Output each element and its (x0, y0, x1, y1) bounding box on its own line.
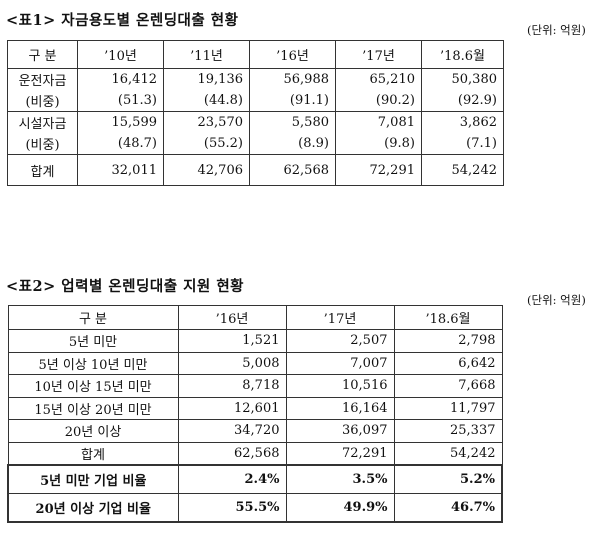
cell: 7,007 (285, 351, 395, 375)
cell: 49.9% (285, 493, 395, 523)
cell: (48.7) (77, 133, 164, 155)
table-row: 시설자금 15,599 23,570 5,580 7,081 3,862 (7, 111, 504, 133)
cell: 8,718 (177, 374, 287, 398)
row-label: 15년 이상 20년 미만 (7, 396, 179, 420)
row-label: 5년 미만 기업 비율 (7, 464, 179, 494)
column-header: ’18.6월 (393, 305, 503, 330)
cell: 10,516 (285, 374, 395, 398)
column-header: ’18.6월 (421, 40, 504, 69)
cell: 46.7% (393, 493, 503, 523)
column-header: ’10년 (77, 40, 164, 69)
cell: 16,412 (77, 68, 164, 90)
cell: (9.8) (335, 133, 422, 155)
row-label: 20년 이상 (7, 419, 179, 443)
row-label: 운전자금 (7, 68, 78, 90)
column-header: 구 분 (7, 305, 179, 330)
table-row-total: 합계 62,568 72,291 54,242 (7, 441, 503, 466)
cell: (51.3) (77, 90, 164, 112)
cell: 72,291 (335, 154, 422, 186)
row-label: 합계 (7, 154, 78, 186)
cell: 1,521 (177, 329, 287, 353)
cell: (7.1) (421, 133, 504, 155)
table-row-ratio: 5년 미만 기업 비율 2.4% 3.5% 5.2% (7, 464, 503, 494)
fund-usage-table: 구 분 ’10년 ’11년 ’16년 ’17년 ’18.6월 운전자금 16,4… (7, 40, 504, 186)
cell: 25,337 (393, 419, 503, 443)
cell: 23,570 (163, 111, 250, 133)
cell: 12,601 (177, 396, 287, 420)
table-row: 5년 이상 10년 미만 5,008 7,007 6,642 (7, 351, 503, 375)
row-label: 합계 (7, 441, 179, 466)
column-header: 구 분 (7, 40, 78, 69)
table-row: 5년 미만 1,521 2,507 2,798 (7, 329, 503, 353)
cell: (44.8) (163, 90, 250, 112)
business-age-table: 구 분 ’16년 ’17년 ’18.6월 5년 미만 1,521 2,507 2… (7, 305, 503, 523)
table-header-row: 구 분 ’10년 ’11년 ’16년 ’17년 ’18.6월 (7, 40, 504, 69)
table-row: 20년 이상 34,720 36,097 25,337 (7, 419, 503, 443)
table1-unit: (단위: 억원) (527, 23, 586, 37)
cell: 5.2% (393, 464, 503, 494)
cell: 2,798 (393, 329, 503, 353)
cell: 62,568 (249, 154, 336, 186)
table-row: (비중) (48.7) (55.2) (8.9) (9.8) (7.1) (7, 133, 504, 155)
row-label: 20년 이상 기업 비율 (7, 493, 179, 523)
row-label: 10년 이상 15년 미만 (7, 374, 179, 398)
row-label: 5년 미만 (7, 329, 179, 353)
cell: (55.2) (163, 133, 250, 155)
cell: 16,164 (285, 396, 395, 420)
cell: 3,862 (421, 111, 504, 133)
cell: 3.5% (285, 464, 395, 494)
cell: 11,797 (393, 396, 503, 420)
cell: 2,507 (285, 329, 395, 353)
column-header: ’11년 (163, 40, 250, 69)
cell: 5,580 (249, 111, 336, 133)
table2-unit: (단위: 억원) (527, 293, 586, 307)
table-row: (비중) (51.3) (44.8) (91.1) (90.2) (92.9) (7, 90, 504, 112)
cell: 34,720 (177, 419, 287, 443)
column-header: ’17년 (285, 305, 395, 330)
cell: 50,380 (421, 68, 504, 90)
cell: 62,568 (177, 441, 287, 466)
cell: 2.4% (177, 464, 287, 494)
row-label: 시설자금 (7, 111, 78, 133)
cell: 55.5% (177, 493, 287, 523)
cell: (91.1) (249, 90, 336, 112)
cell: 6,642 (393, 351, 503, 375)
cell: 36,097 (285, 419, 395, 443)
cell: 7,668 (393, 374, 503, 398)
row-label: (비중) (7, 133, 78, 155)
cell: 42,706 (163, 154, 250, 186)
table-row: 운전자금 16,412 19,136 56,988 65,210 50,380 (7, 68, 504, 90)
column-header: ’16년 (249, 40, 336, 69)
table-row-ratio: 20년 이상 기업 비율 55.5% 49.9% 46.7% (7, 493, 503, 523)
cell: (92.9) (421, 90, 504, 112)
cell: 15,599 (77, 111, 164, 133)
table-row: 15년 이상 20년 미만 12,601 16,164 11,797 (7, 396, 503, 420)
table-row: 10년 이상 15년 미만 8,718 10,516 7,668 (7, 374, 503, 398)
cell: 54,242 (393, 441, 503, 466)
cell: 32,011 (77, 154, 164, 186)
cell: (90.2) (335, 90, 422, 112)
table1-title: <표1> 자금용도별 온렌딩대출 현황 (6, 12, 239, 29)
cell: 65,210 (335, 68, 422, 90)
table-header-row: 구 분 ’16년 ’17년 ’18.6월 (7, 305, 503, 330)
cell: 7,081 (335, 111, 422, 133)
column-header: ’17년 (335, 40, 422, 69)
cell: 5,008 (177, 351, 287, 375)
row-label: (비중) (7, 90, 78, 112)
table-row-total: 합계 32,011 42,706 62,568 72,291 54,242 (7, 154, 504, 186)
table2-title: <표2> 업력별 온렌딩대출 지원 현황 (6, 278, 244, 295)
cell: 72,291 (285, 441, 395, 466)
cell: 54,242 (421, 154, 504, 186)
row-label: 5년 이상 10년 미만 (7, 351, 179, 375)
column-header: ’16년 (177, 305, 287, 330)
cell: 56,988 (249, 68, 336, 90)
cell: (8.9) (249, 133, 336, 155)
cell: 19,136 (163, 68, 250, 90)
